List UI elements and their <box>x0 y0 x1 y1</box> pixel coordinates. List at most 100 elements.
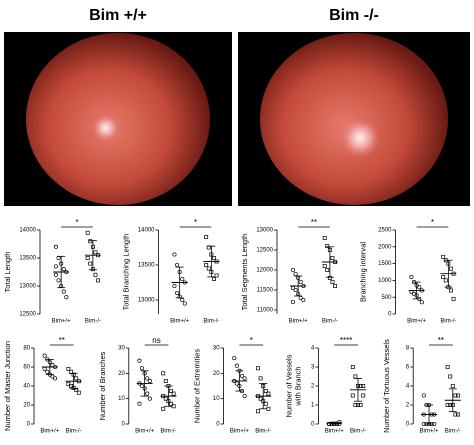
data-point <box>333 284 338 288</box>
data-point <box>361 393 366 398</box>
x-tick-label: Bim+/+ <box>420 429 440 435</box>
data-point <box>52 376 58 381</box>
data-point <box>234 381 239 386</box>
data-point <box>66 366 71 371</box>
data-point <box>161 371 166 376</box>
data-point <box>290 267 296 273</box>
significance-label: ** <box>59 336 65 345</box>
data-point <box>145 391 150 396</box>
data-point <box>322 236 327 240</box>
data-point <box>290 299 296 305</box>
y-tick-label: 11500 <box>257 288 274 294</box>
data-point <box>258 376 263 381</box>
data-point <box>293 287 298 293</box>
data-point <box>456 393 460 398</box>
x-tick-label: Bim+/+ <box>325 429 345 435</box>
y-tick-label: 80 <box>23 346 30 352</box>
data-point <box>139 366 145 371</box>
y-tick-label: 12500 <box>19 312 36 318</box>
data-point <box>93 250 98 255</box>
y-tick-label: 13000 <box>138 298 155 304</box>
data-point <box>358 384 363 388</box>
data-point <box>242 376 247 381</box>
data-point <box>358 403 363 407</box>
significance-label: * <box>75 218 78 227</box>
x-tick-label: Bim+/+ <box>289 319 309 325</box>
data-point <box>421 393 426 398</box>
data-point <box>85 256 90 260</box>
y-tick-label: 14000 <box>19 228 36 234</box>
data-point <box>301 297 306 303</box>
data-point <box>353 403 358 407</box>
x-tick-label: Bim+/+ <box>230 429 250 435</box>
y-tick-label: 1500 <box>378 261 392 267</box>
data-point <box>445 365 450 369</box>
y-axis-label: Total Segments Length <box>240 234 249 311</box>
x-tick-label: Bim-/- <box>350 429 366 435</box>
y-tick-label: 2 <box>311 384 315 390</box>
x-tick-label: Bim+/+ <box>407 319 427 325</box>
y-tick-label: 12000 <box>256 268 273 274</box>
data-point <box>263 401 268 406</box>
data-point <box>256 366 260 371</box>
y-tick-label: 20 <box>213 371 220 377</box>
data-point <box>145 376 150 381</box>
y-axis-label: Total Branching Length <box>121 234 130 311</box>
data-point <box>256 409 260 414</box>
data-point <box>61 289 66 294</box>
y-tick-label: 8 <box>406 346 410 352</box>
data-point <box>441 275 446 279</box>
data-point <box>441 254 446 259</box>
data-point <box>161 406 166 411</box>
y-axis-label: Number of Vessels <box>284 354 293 417</box>
data-point <box>350 393 355 398</box>
significance-label: ** <box>438 336 444 345</box>
y-tick-label: 2500 <box>378 228 392 234</box>
data-point <box>64 295 69 300</box>
y-tick-label: 10 <box>118 396 125 402</box>
y-tick-label: 500 <box>381 295 392 301</box>
data-point <box>139 383 145 389</box>
y-tick-label: 0 <box>121 422 125 428</box>
data-point <box>204 235 209 239</box>
significance-label: * <box>194 218 197 227</box>
x-tick-label: Bim-/- <box>160 429 176 435</box>
data-point <box>263 389 268 394</box>
data-point <box>206 266 211 271</box>
data-point <box>45 369 50 374</box>
data-point <box>172 252 177 257</box>
y-tick-label: 11000 <box>257 308 274 314</box>
optic-disc <box>92 114 120 142</box>
data-point <box>266 391 271 396</box>
data-point <box>449 266 453 271</box>
y-tick-label: 0 <box>216 422 220 428</box>
data-point <box>242 394 247 399</box>
data-point <box>356 403 360 407</box>
data-point <box>180 297 185 303</box>
data-point <box>325 268 330 272</box>
data-point <box>448 403 453 407</box>
data-point <box>93 272 98 277</box>
data-point <box>88 261 93 266</box>
y-tick-label: 4 <box>406 384 410 390</box>
data-point <box>453 412 458 417</box>
y-axis-label: Number of Master Junction <box>3 341 12 431</box>
data-point <box>137 401 142 406</box>
significance-label: * <box>431 218 434 227</box>
data-point <box>53 272 59 277</box>
data-point <box>42 366 47 371</box>
data-point <box>258 396 263 401</box>
data-point <box>180 276 185 282</box>
x-tick-label: Bim+/+ <box>170 319 190 325</box>
y-tick-label: 1000 <box>378 278 392 284</box>
y-tick-label: 2000 <box>378 244 392 250</box>
data-point <box>293 271 298 277</box>
data-point <box>169 401 173 406</box>
data-point <box>182 301 187 306</box>
y-tick-label: 10 <box>213 396 220 402</box>
significance-label: * <box>250 336 253 345</box>
x-tick-label: Bim+/+ <box>52 319 72 325</box>
data-point <box>448 374 453 379</box>
data-point <box>74 387 79 392</box>
x-tick-label: Bim-/- <box>66 429 82 435</box>
